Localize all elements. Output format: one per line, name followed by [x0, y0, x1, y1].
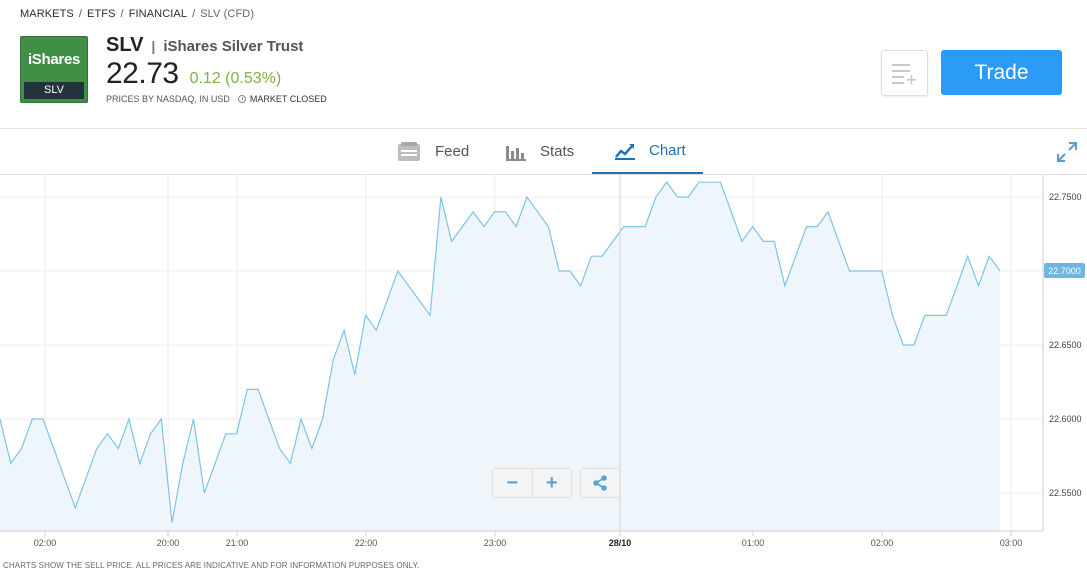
breadcrumb-current: SLV (CFD) [200, 8, 255, 20]
breadcrumb-financial[interactable]: FINANCIAL [128, 8, 188, 20]
price-chart[interactable]: 02:00 20:00 21:00 22:00 23:00 28/10 01:00 02:00… [0, 175, 1087, 558]
zoom-in-button[interactable]: + [545, 471, 558, 494]
x-tick-label: 02:00 [34, 538, 57, 548]
x-tick-label: 03:00 [1000, 538, 1023, 548]
share-icon [593, 475, 607, 491]
y-tick-label: 22.6500 [1049, 340, 1082, 350]
current-value-label: 22.7000 [1048, 266, 1081, 276]
price-row: 22.73 0.12 (0.53%) [106, 57, 281, 91]
breadcrumb: MARKETS / ETFS / FINANCIAL / SLV (CFD) [20, 8, 254, 20]
zoom-divider [531, 469, 533, 497]
tab-feed-label: Feed [435, 143, 470, 160]
tab-stats-label: Stats [540, 143, 575, 160]
y-tick-label: 22.6000 [1049, 414, 1082, 424]
x-tick-label: 23:00 [484, 538, 507, 548]
price-change: 0.12 (0.53%) [189, 70, 282, 87]
instrument-symbol: SLV [106, 34, 144, 56]
share-button[interactable] [580, 468, 620, 498]
instrument-name: iShares Silver Trust [163, 38, 304, 55]
expand-fullscreen-icon[interactable] [1057, 142, 1077, 162]
breadcrumb-separator: / [78, 8, 83, 20]
logo-brand-text: iShares [27, 51, 81, 68]
price-line [0, 181, 1001, 523]
breadcrumb-markets[interactable]: MARKETS [20, 8, 74, 20]
trade-button[interactable]: Trade [941, 50, 1062, 95]
x-tick-label: 02:00 [871, 538, 894, 548]
tab-feed[interactable]: Feed [397, 129, 469, 174]
price-source-note: PRICES BY NASDAQ, IN USD [106, 94, 230, 104]
y-tick-label: 22.5500 [1049, 488, 1082, 498]
breadcrumb-separator: / [192, 8, 196, 20]
market-status: MARKET CLOSED [249, 94, 327, 104]
logo-ticker-text: SLV [24, 82, 84, 99]
current-value-marker: 22.7000 [1044, 263, 1085, 278]
stats-bar-icon [506, 145, 526, 161]
tabs-divider-line [0, 174, 1087, 175]
x-tick-label: 01:00 [742, 538, 765, 548]
x-tick-label: 20:00 [157, 538, 180, 548]
price-area-fill [0, 182, 1000, 531]
tab-chart[interactable]: Chart [592, 129, 703, 174]
price-meta: PRICES BY NASDAQ, IN USD MARKET CLOSED [106, 94, 327, 104]
header-divider: | [151, 38, 156, 54]
instrument-header: SLV | iShares Silver Trust [106, 34, 303, 57]
zoom-out-button[interactable]: − [506, 471, 519, 494]
tab-stats[interactable]: Stats [506, 129, 574, 174]
feed-icon [398, 141, 420, 161]
x-tick-label: 28/10 [609, 538, 632, 548]
add-to-watchlist-button[interactable] [881, 50, 928, 96]
y-tick-label: 22.7500 [1049, 192, 1082, 202]
tab-chart-label: Chart [649, 142, 686, 159]
breadcrumb-etfs[interactable]: ETFS [87, 8, 116, 20]
content-tabs: Feed Stats Chart [0, 129, 1087, 174]
zoom-controls: − + [492, 468, 572, 498]
chart-disclaimer: CHARTS SHOW THE SELL PRICE. ALL PRICES A… [3, 561, 420, 570]
add-to-watchlist-icon [892, 64, 916, 85]
x-tick-label: 21:00 [226, 538, 249, 548]
header-divider-line [0, 128, 1087, 129]
clock-icon [237, 95, 246, 103]
chart-line-icon [615, 143, 635, 160]
instrument-logo: iShares SLV [20, 36, 88, 103]
instrument-price: 22.73 [106, 57, 179, 90]
breadcrumb-separator: / [120, 8, 124, 20]
price-chart-svg: 02:00 20:00 21:00 22:00 23:00 28/10 01:00 02:00… [0, 175, 1085, 548]
x-tick-label: 22:00 [355, 538, 378, 548]
